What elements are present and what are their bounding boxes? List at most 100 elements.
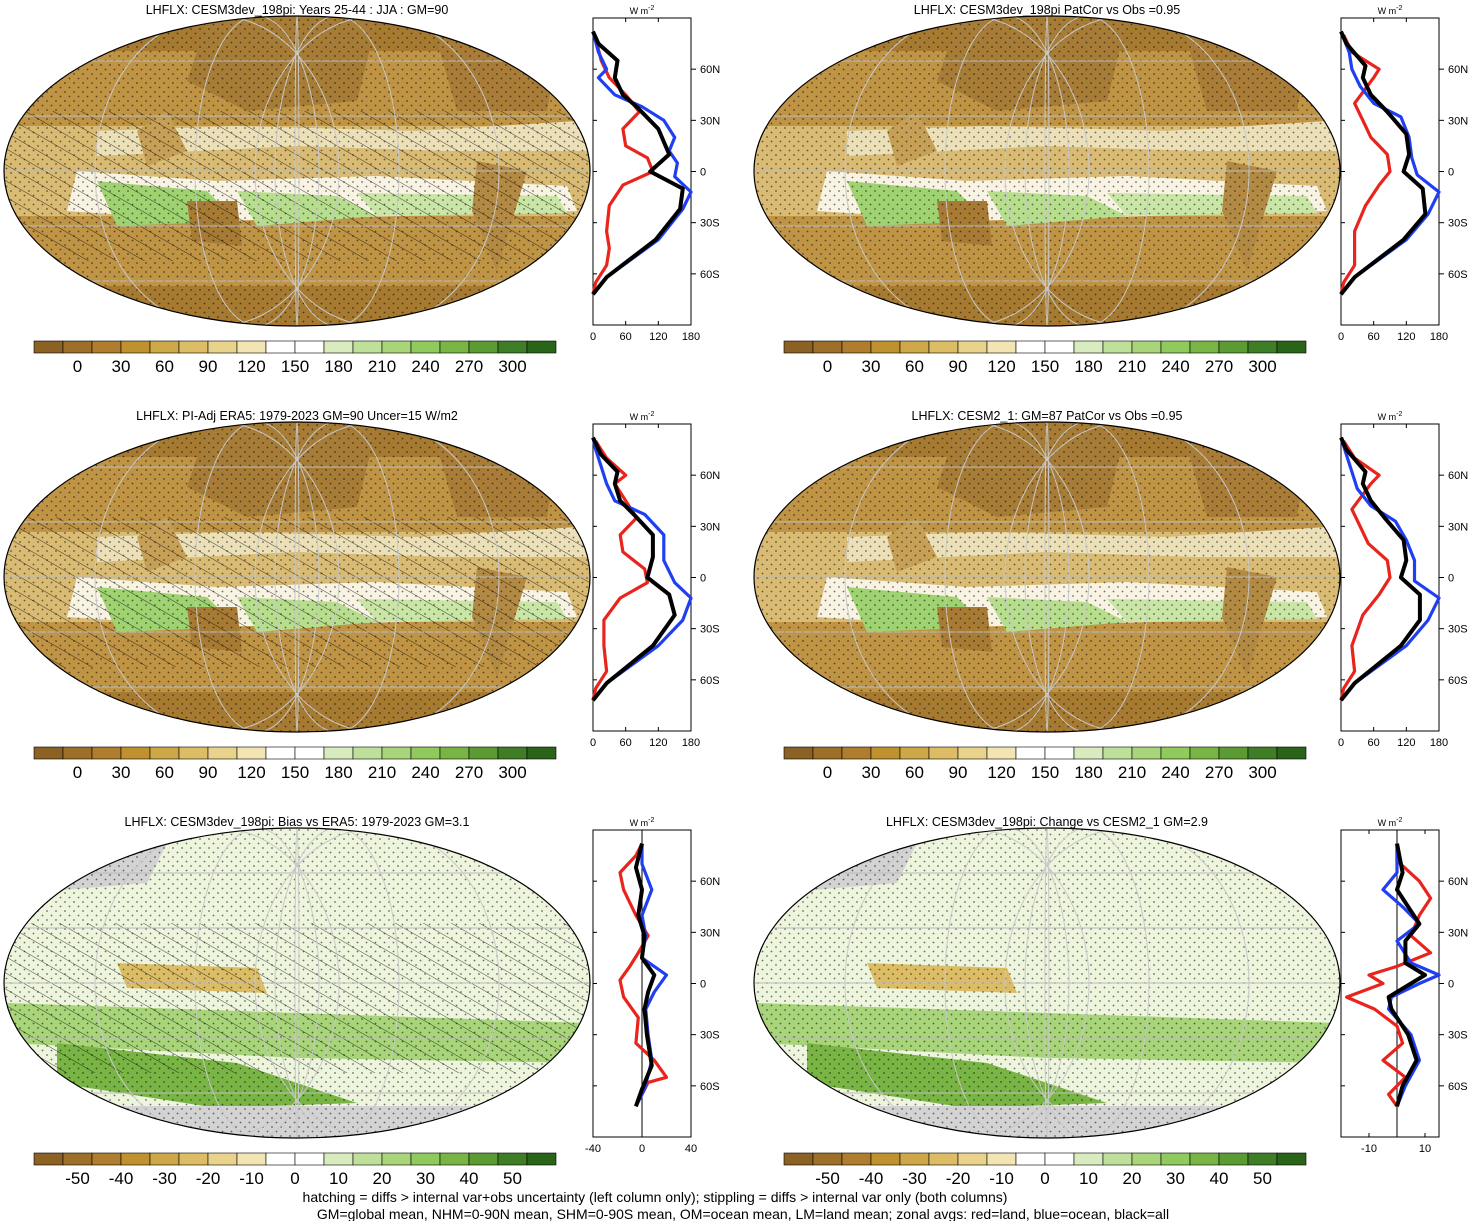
colorbar-label: 60 bbox=[905, 763, 924, 782]
x-tick-label: 0 bbox=[1338, 737, 1344, 749]
graticule-lon bbox=[944, 16, 1070, 326]
lat-tick-label: 30N bbox=[1448, 115, 1468, 127]
panel-title: LHFLX: CESM3dev_198pi: Years 25-44 : JJA… bbox=[146, 3, 449, 17]
colorbar-label: 30 bbox=[862, 763, 881, 782]
lat-tick-label: 60S bbox=[700, 269, 720, 281]
colorbar-label: 240 bbox=[1161, 357, 1189, 376]
colorbar-label: 210 bbox=[1118, 357, 1146, 376]
colorbar-swatch bbox=[1102, 1152, 1133, 1166]
colorbar-label: 20 bbox=[1123, 1169, 1142, 1188]
colorbar-label: 150 bbox=[281, 357, 309, 376]
graticule-lon bbox=[274, 828, 400, 1138]
colorbar-label: 30 bbox=[862, 357, 881, 376]
colorbar-swatch bbox=[33, 340, 64, 354]
map-panel bbox=[3, 15, 591, 327]
land-series-line bbox=[591, 38, 655, 295]
panel-title: LHFLX: PI-Adj ERA5: 1979-2023 GM=90 Unce… bbox=[136, 409, 458, 423]
map-panel bbox=[753, 421, 1341, 733]
colorbar-label: 270 bbox=[455, 763, 483, 782]
map-content bbox=[754, 16, 1340, 326]
land-series-line bbox=[618, 842, 669, 1108]
x-tick-label: 120 bbox=[1397, 737, 1415, 749]
colorbar-swatch bbox=[149, 1152, 180, 1166]
colorbar-swatch bbox=[1073, 340, 1104, 354]
colorbar-swatch bbox=[812, 340, 843, 354]
colorbar-label: 120 bbox=[237, 357, 265, 376]
unit-superscript: -2 bbox=[1396, 5, 1402, 12]
hatch-overlay bbox=[4, 517, 590, 667]
all-series-line bbox=[591, 436, 677, 702]
colorbar-label: 30 bbox=[416, 1169, 435, 1188]
graticule-lon bbox=[194, 828, 320, 1138]
colorbar-swatch bbox=[870, 746, 901, 760]
colorbar-label: -50 bbox=[815, 1169, 840, 1188]
colorbar-swatch bbox=[1276, 340, 1307, 354]
lat-tick-label: 0 bbox=[1448, 167, 1454, 179]
colorbar-swatch bbox=[899, 1152, 930, 1166]
unit-label: W m-2 bbox=[630, 817, 655, 828]
ocean-series-line bbox=[1339, 437, 1441, 702]
colorbar-swatch bbox=[294, 340, 325, 354]
x-tick-label: 180 bbox=[682, 737, 700, 749]
colorbar-swatch bbox=[410, 1152, 441, 1166]
colorbar-label: 40 bbox=[1210, 1169, 1229, 1188]
lat-tick-label: 30S bbox=[1448, 624, 1468, 636]
colorbar-swatch bbox=[1276, 1152, 1307, 1166]
unit-label: W m-2 bbox=[630, 5, 655, 16]
colorbar-swatch bbox=[1189, 746, 1220, 760]
colorbar-swatch bbox=[178, 746, 209, 760]
colorbar-swatch bbox=[468, 340, 499, 354]
land-series-line bbox=[1339, 440, 1392, 701]
lat-tick-label: 0 bbox=[700, 167, 706, 179]
colorbar-swatch bbox=[841, 340, 872, 354]
colorbar-label: 20 bbox=[373, 1169, 392, 1188]
lat-tick-label: 30S bbox=[1448, 218, 1468, 230]
colorbar-swatch bbox=[33, 746, 64, 760]
graticule-lon bbox=[1004, 422, 1250, 732]
lat-tick-label: 30N bbox=[700, 521, 720, 533]
all-series-line bbox=[1339, 436, 1422, 702]
hatch-overlay bbox=[4, 923, 590, 1073]
graticule-lon bbox=[94, 16, 340, 326]
x-tick-label: 0 bbox=[1338, 331, 1344, 343]
colorbar-swatch bbox=[1247, 1152, 1278, 1166]
unit-label: W m-2 bbox=[1378, 817, 1403, 828]
map-outline bbox=[3, 421, 591, 733]
unit-superscript: -2 bbox=[1396, 411, 1402, 418]
colorbar-swatch bbox=[812, 1152, 843, 1166]
lat-tick-label: 60S bbox=[1448, 675, 1468, 687]
colorbar-swatch bbox=[1276, 746, 1307, 760]
colorbar-swatch bbox=[526, 746, 557, 760]
lat-tick-label: 60N bbox=[700, 470, 720, 482]
colorbar-label: 150 bbox=[281, 763, 309, 782]
colorbar: 0 30 60 90 120 150 180 210 240 270 300 bbox=[33, 746, 557, 782]
graticule-lon bbox=[1024, 422, 1150, 732]
colorbar-swatch bbox=[468, 1152, 499, 1166]
map-content bbox=[4, 16, 590, 326]
colorbar-swatch bbox=[1015, 340, 1046, 354]
colorbar-swatch bbox=[841, 746, 872, 760]
all-series-line bbox=[591, 30, 685, 296]
graticule-lon bbox=[1044, 828, 1050, 1138]
all-series-line bbox=[633, 843, 657, 1107]
colorbar-swatch bbox=[62, 340, 93, 354]
colorbar-swatch bbox=[294, 746, 325, 760]
colorbar-swatch bbox=[120, 340, 151, 354]
colorbar-swatch bbox=[841, 1152, 872, 1166]
colorbar-swatch bbox=[899, 340, 930, 354]
zonal-profile: W m-2 60N 30N 0 30S 60S -10 10 bbox=[1340, 817, 1468, 1155]
zonal-profile: W m-2 60N 30N 0 30S 60S 0 60 120 180 bbox=[590, 5, 720, 343]
graticule-lon bbox=[294, 422, 300, 732]
colorbar-label: 120 bbox=[987, 763, 1015, 782]
lat-tick-label: 60S bbox=[700, 675, 720, 687]
colorbar: 0 30 60 90 120 150 180 210 240 270 300 bbox=[783, 746, 1307, 782]
unit-label: W m-2 bbox=[1378, 411, 1403, 422]
graticule-lon bbox=[254, 828, 500, 1138]
colorbar-swatch bbox=[986, 340, 1017, 354]
colorbar-swatch bbox=[1044, 746, 1075, 760]
panel-title: LHFLX: CESM2_1: GM=87 PatCor vs Obs =0.9… bbox=[912, 409, 1183, 423]
graticule-lon bbox=[94, 422, 340, 732]
graticule-lon bbox=[94, 828, 340, 1138]
footer-line-1: hatching = diffs > internal var+obs unce… bbox=[303, 1189, 1008, 1205]
colorbar-swatch bbox=[381, 746, 412, 760]
